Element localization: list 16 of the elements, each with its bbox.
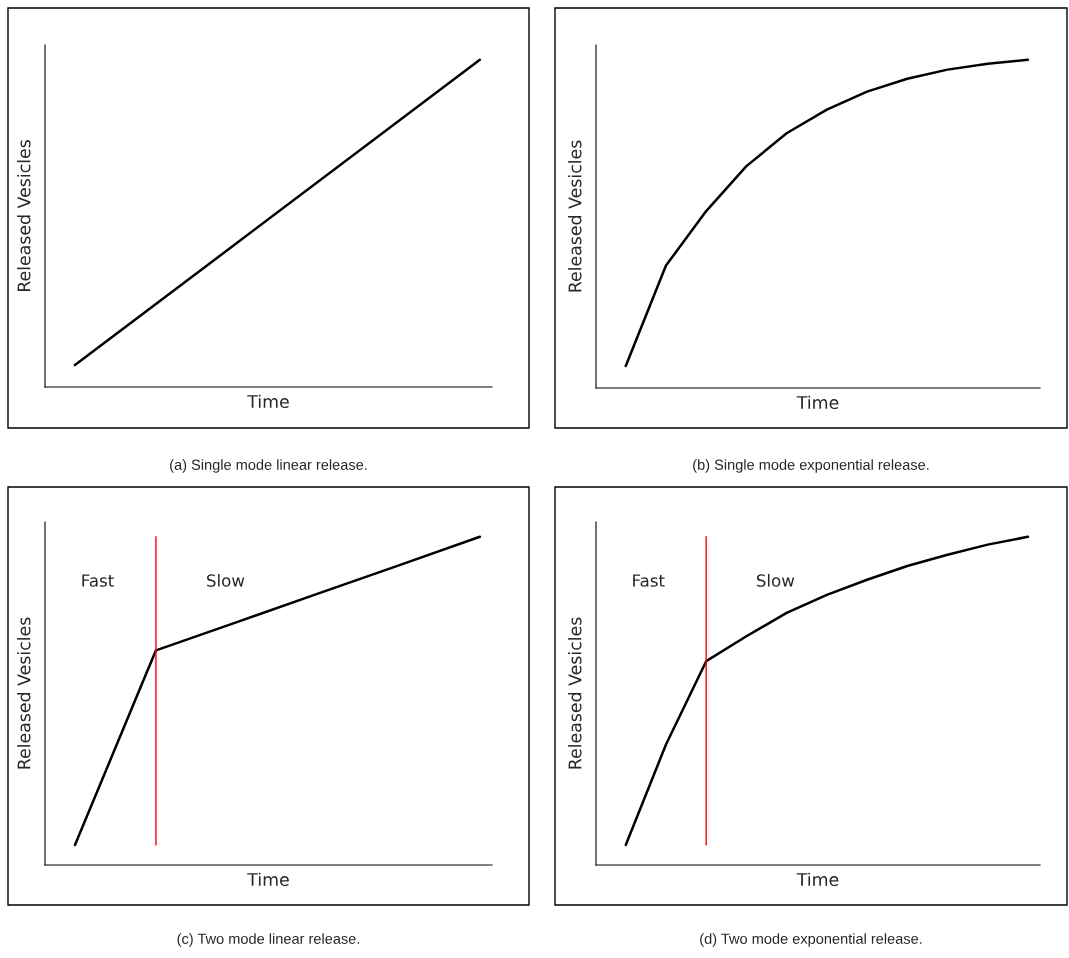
x-axis-title: Time (796, 872, 839, 887)
y-axis-title: Released Vesicles (568, 140, 582, 292)
x-axis-title: Time (247, 394, 289, 409)
y-axis-title: Released Vesicles (17, 140, 31, 292)
annotation: Fast (633, 574, 665, 587)
y-axis-title: Released Vesicles (568, 617, 582, 769)
text: (d) Two mode exponential release. (700, 933, 922, 947)
x-axis-title: Time (796, 395, 839, 410)
text: (c) Two mode linear release. (177, 933, 360, 947)
annotation: Slow (207, 573, 245, 587)
y-axis-title: Released Vesicles (17, 617, 31, 769)
text: (a) Single mode linear release. (170, 459, 367, 473)
x-axis-title: Time (247, 872, 289, 887)
text: (b) Single mode exponential release. (693, 459, 929, 473)
annotation: Slow (756, 573, 795, 587)
annotation: Fast (82, 574, 114, 587)
